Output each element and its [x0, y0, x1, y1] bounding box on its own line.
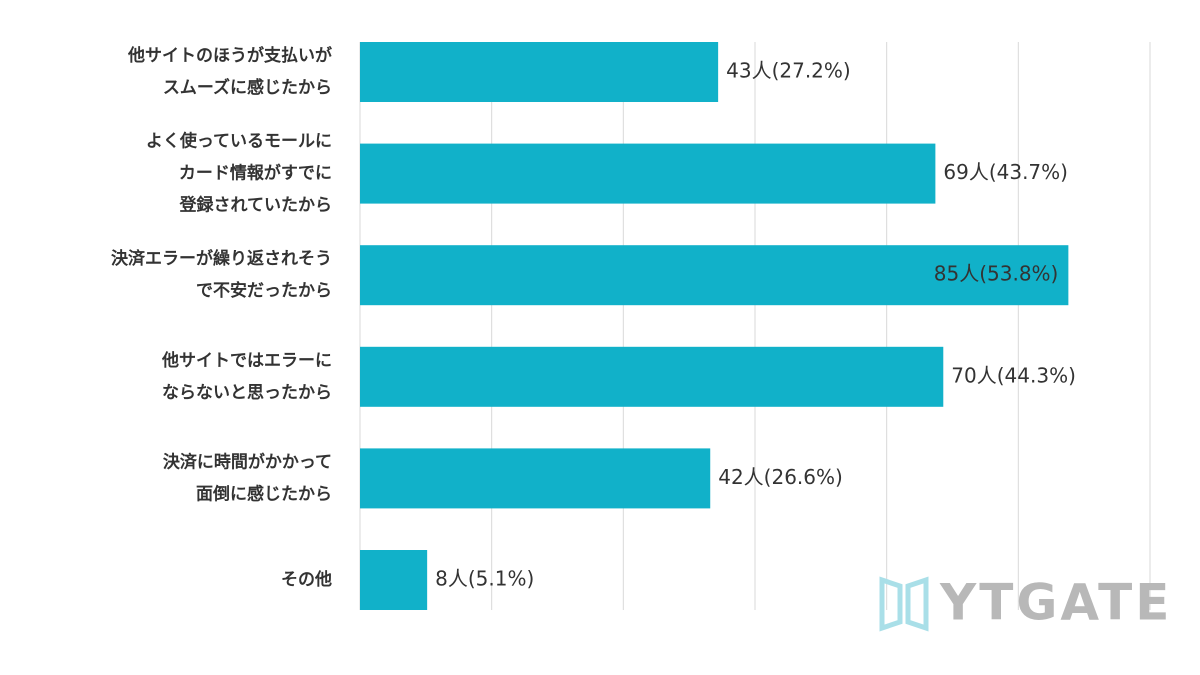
- value-label: 85人(53.8%): [934, 262, 1059, 286]
- category-label: 決済エラーが繰り返されそうで不安だったから: [111, 248, 332, 301]
- value-label: 8人(5.1%): [435, 567, 534, 591]
- bar: [360, 448, 711, 509]
- category-label-line: スムーズに感じたから: [163, 77, 332, 98]
- category-label: 決済に時間がかかって面倒に感じたから: [163, 451, 332, 504]
- value-label: 42人(26.6%): [718, 465, 843, 489]
- category-label-line: で不安だったから: [196, 280, 332, 301]
- category-label-line: 決済に時間がかかって: [163, 451, 332, 472]
- category-label-line: 他サイトのほうが支払いが: [127, 45, 332, 66]
- category-label: よく使っているモールにカード情報がすでに登録されていたから: [146, 131, 332, 216]
- category-label: 他サイトのほうが支払いがスムーズに感じたから: [127, 45, 332, 98]
- category-label-line: 登録されていたから: [179, 195, 333, 216]
- logo: [879, 576, 929, 632]
- bar: [360, 42, 719, 102]
- category-label-line: よく使っているモールに: [146, 131, 332, 152]
- category-label-line: その他: [281, 569, 332, 590]
- bars: 他サイトのほうが支払いがスムーズに感じたから 43人(27.2%) よく使っているモ…: [111, 42, 1076, 610]
- value-label: 70人(44.3%): [951, 363, 1076, 387]
- category-label-line: 決済エラーが繰り返されそう: [111, 248, 332, 269]
- category-label-line: 面倒に感じたから: [196, 483, 332, 504]
- logo-icon: [879, 576, 903, 632]
- category-label: 他サイトではエラーにならないと思ったから: [161, 350, 332, 403]
- bar: [360, 245, 1069, 306]
- bar: [360, 143, 936, 204]
- value-label: 69人(43.7%): [943, 160, 1068, 184]
- watermark: YTGATE: [939, 574, 1172, 632]
- category-label: その他: [281, 569, 332, 590]
- bar: [360, 346, 944, 407]
- logo-icon: [905, 576, 929, 632]
- category-label-line: ならないと思ったから: [162, 383, 332, 403]
- category-label-line: カード情報がすでに: [179, 163, 332, 184]
- bar: [360, 550, 428, 610]
- category-label-line: 他サイトではエラーに: [161, 350, 332, 371]
- value-label: 43人(27.2%): [726, 59, 851, 83]
